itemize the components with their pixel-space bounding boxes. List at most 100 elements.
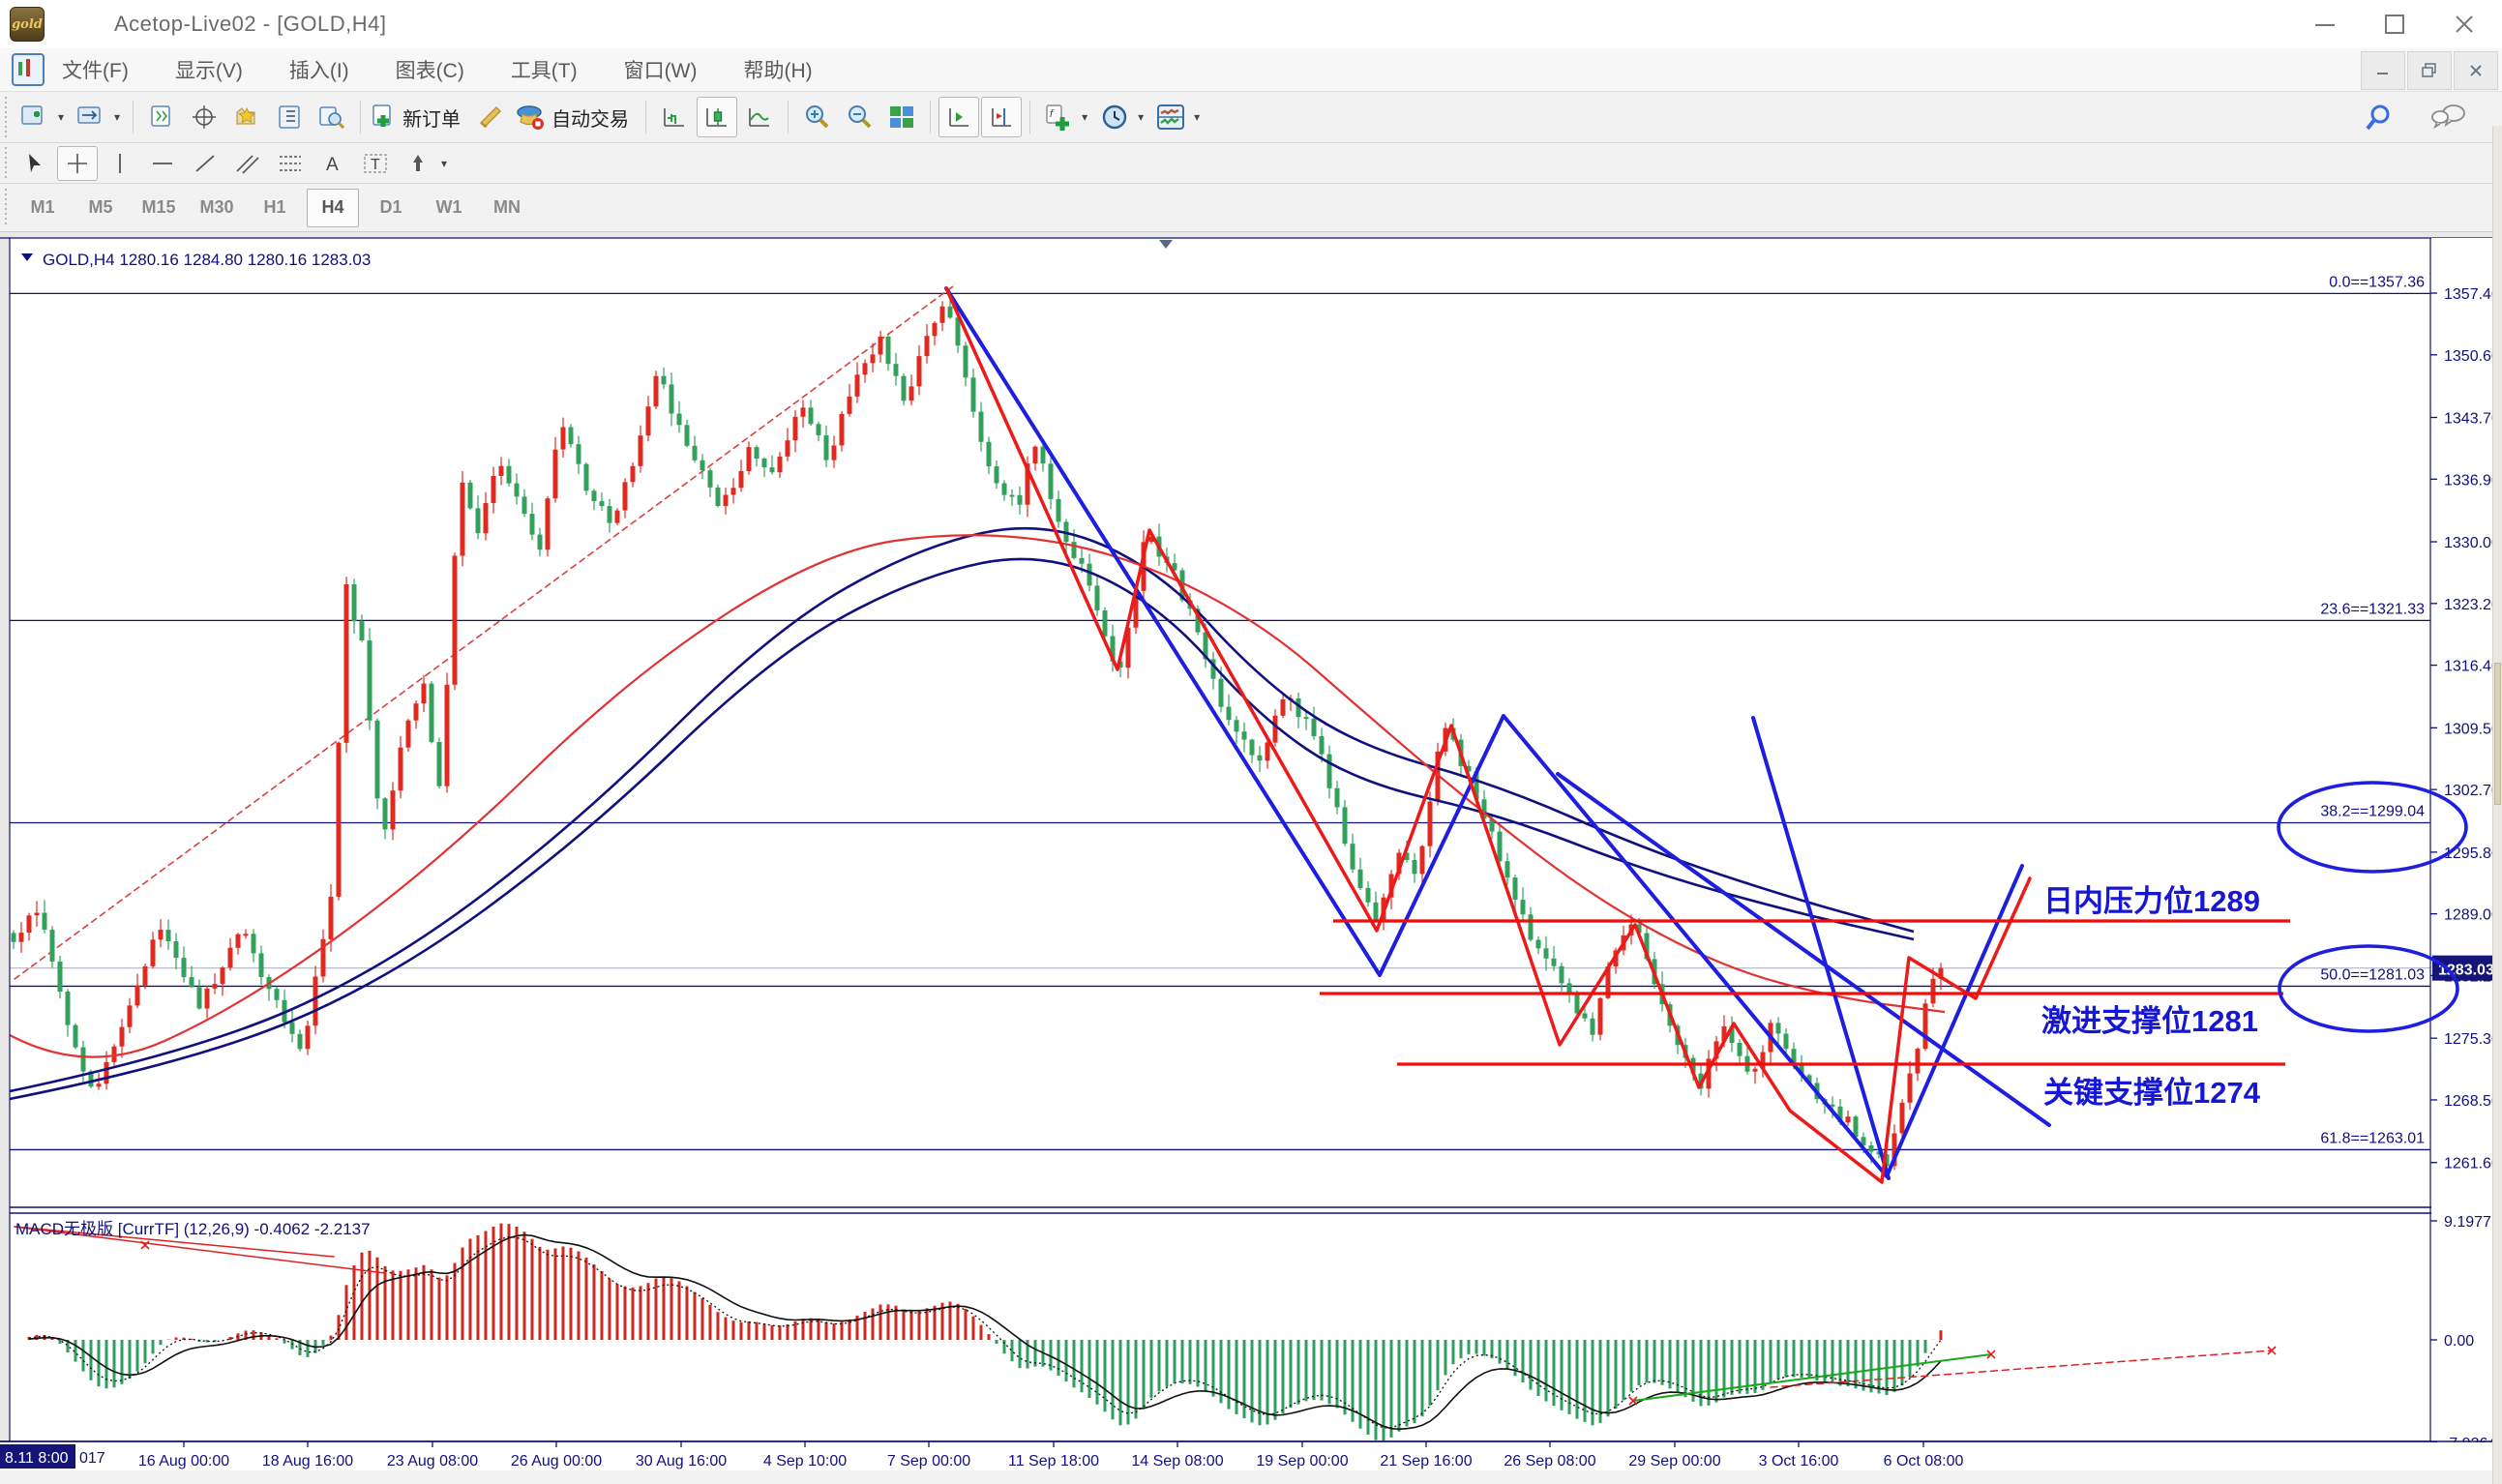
trendline-tool[interactable] bbox=[185, 146, 225, 181]
alerts-horn-icon[interactable] bbox=[471, 97, 512, 137]
window-minimize-button[interactable] bbox=[2312, 12, 2338, 37]
menu-item-window[interactable]: 窗口(W) bbox=[623, 60, 698, 82]
annotation-text[interactable]: 日内压力位1289 bbox=[2043, 884, 2260, 918]
crosshair-tool[interactable] bbox=[57, 145, 98, 181]
vertical-scrollbar-handle[interactable] bbox=[2494, 663, 2501, 805]
chart-shift-marker[interactable] bbox=[1159, 240, 1173, 249]
zoom-in-button[interactable] bbox=[796, 97, 837, 137]
chat-icon[interactable] bbox=[2428, 98, 2468, 138]
timeframe-button-mn[interactable]: MN bbox=[493, 197, 521, 217]
data-window-icon[interactable] bbox=[312, 97, 352, 137]
macd-red-trendline-1[interactable] bbox=[14, 1226, 386, 1274]
fibonacci-tool[interactable] bbox=[270, 146, 311, 181]
rising-dotted-trendline[interactable] bbox=[14, 285, 954, 980]
macd-indicator-label[interactable]: MACD无极版 [CurrTF] (12,26,9) -0.4062 -2.21… bbox=[15, 1220, 371, 1238]
timeframe-button-m30[interactable]: M30 bbox=[199, 197, 234, 217]
timeframe-button-w1[interactable]: W1 bbox=[435, 197, 462, 217]
new-chart-dropdown-caret[interactable]: ▾ bbox=[58, 110, 65, 124]
blue-channel-line[interactable] bbox=[1556, 772, 2051, 1127]
annotation-text[interactable]: 激进支撑位1281 bbox=[2041, 1004, 2258, 1038]
indicators-dropdown-caret[interactable]: ▾ bbox=[1082, 110, 1088, 124]
blue-wedge-line[interactable] bbox=[1751, 716, 1891, 1180]
new-order-button[interactable] bbox=[369, 97, 398, 137]
bar-chart-type-button[interactable] bbox=[654, 97, 695, 137]
highlight-ellipse[interactable] bbox=[2278, 944, 2459, 1033]
highlight-ellipse[interactable] bbox=[2277, 781, 2468, 874]
time-axis[interactable] bbox=[0, 1442, 2502, 1471]
mdi-restore-button[interactable] bbox=[2407, 51, 2452, 90]
profiles-dropdown-caret[interactable]: ▾ bbox=[114, 110, 121, 124]
timeframe-button-h1[interactable]: H1 bbox=[263, 197, 286, 217]
horizontal-line-tool[interactable] bbox=[142, 146, 183, 181]
drawing-toolbar-drag-handle[interactable] bbox=[2, 147, 10, 179]
fib-level-label[interactable]: 61.8==1263.01 bbox=[2320, 1130, 2425, 1146]
arrows-tool[interactable] bbox=[398, 146, 438, 181]
indicators-button[interactable]: f bbox=[1038, 97, 1079, 137]
timeframe-button-m15[interactable]: M15 bbox=[141, 197, 176, 217]
candle bbox=[754, 445, 760, 467]
mdi-minimize-button[interactable] bbox=[2361, 51, 2405, 90]
templates-dropdown-caret[interactable]: ▾ bbox=[1194, 110, 1201, 124]
text-tool[interactable]: A bbox=[313, 146, 353, 181]
autotrade-button[interactable] bbox=[514, 97, 547, 137]
periods-button[interactable] bbox=[1094, 97, 1135, 137]
ma-red[interactable] bbox=[9, 534, 1946, 1058]
timeframe-bar-drag-handle[interactable] bbox=[2, 188, 10, 227]
menu-item-help[interactable]: 帮助(H) bbox=[743, 60, 813, 82]
menu-item-tools[interactable]: 工具(T) bbox=[510, 60, 578, 82]
templates-button[interactable] bbox=[1150, 97, 1191, 137]
menu-item-view[interactable]: 显示(V) bbox=[174, 60, 243, 82]
candle bbox=[785, 428, 790, 461]
fib-level-label[interactable]: 23.6==1321.33 bbox=[2320, 601, 2425, 617]
zoom-out-button[interactable] bbox=[839, 97, 879, 137]
new-order-label[interactable]: 新订单 bbox=[402, 108, 462, 131]
menu-item-insert[interactable]: 插入(I) bbox=[288, 60, 349, 82]
mdi-close-button[interactable] bbox=[2454, 51, 2498, 90]
timeframe-button-d1[interactable]: D1 bbox=[379, 197, 402, 217]
window-close-button[interactable] bbox=[2452, 12, 2477, 37]
text-label-tool[interactable]: T bbox=[355, 146, 396, 181]
timeframe-button-h4[interactable]: H4 bbox=[307, 188, 359, 227]
chart-shift-page-button[interactable] bbox=[141, 97, 182, 137]
macd-green-trendline[interactable] bbox=[1632, 1353, 1992, 1402]
macd-red-dashed-trendline[interactable] bbox=[1770, 1350, 2273, 1388]
periods-dropdown-caret[interactable]: ▾ bbox=[1138, 110, 1145, 124]
candle bbox=[978, 401, 984, 452]
annotation-text[interactable]: 关键支撑位1274 bbox=[2043, 1076, 2261, 1110]
new-chart-button[interactable] bbox=[15, 97, 55, 137]
red-zigzag[interactable] bbox=[944, 286, 2032, 1184]
toolbar-drag-handle[interactable] bbox=[2, 97, 10, 137]
auto-scroll-button[interactable] bbox=[938, 97, 980, 137]
market-watch-icon[interactable] bbox=[269, 97, 310, 137]
profiles-button[interactable] bbox=[71, 97, 111, 137]
macd-red-trendline-2[interactable] bbox=[14, 1226, 335, 1258]
timeframe-button-m1[interactable]: M1 bbox=[30, 197, 55, 217]
autotrade-label[interactable]: 自动交易 bbox=[551, 108, 630, 131]
vertical-line-tool[interactable] bbox=[100, 146, 140, 181]
price-axis-panel[interactable] bbox=[2431, 238, 2502, 1484]
ma-navy-fast[interactable] bbox=[9, 526, 1915, 1093]
window-maximize-button[interactable] bbox=[2382, 12, 2407, 37]
blue-zigzag[interactable] bbox=[944, 286, 2024, 1178]
symbol-ohlc-line[interactable]: GOLD,H4 1280.16 1284.80 1280.16 1283.03 bbox=[43, 251, 371, 269]
channel-tool[interactable] bbox=[227, 146, 268, 181]
fib-level-label[interactable]: 0.0==1357.36 bbox=[2329, 274, 2425, 290]
ma-navy-slow[interactable] bbox=[9, 557, 1915, 1101]
crosshair-target-icon[interactable] bbox=[184, 97, 224, 137]
menu-item-charts[interactable]: 图表(C) bbox=[395, 60, 464, 82]
timeframe-button-m5[interactable]: M5 bbox=[88, 197, 113, 217]
favorites-star-icon[interactable] bbox=[226, 97, 267, 137]
chart-shift-button[interactable] bbox=[981, 97, 1023, 137]
candlestick-chart-type-button[interactable] bbox=[697, 97, 738, 137]
arrows-dropdown-caret[interactable]: ▾ bbox=[441, 156, 448, 170]
fib-level-label[interactable]: 50.0==1281.03 bbox=[2320, 966, 2425, 983]
tile-windows-button[interactable] bbox=[881, 97, 922, 137]
vertical-scrollbar[interactable] bbox=[2492, 126, 2502, 1484]
line-chart-type-button[interactable] bbox=[739, 97, 780, 137]
symbol-dropdown-icon[interactable] bbox=[21, 253, 33, 261]
cursor-tool[interactable] bbox=[15, 146, 55, 181]
menu-item-file[interactable]: 文件(F) bbox=[62, 60, 129, 82]
fib-level-label[interactable]: 38.2==1299.04 bbox=[2320, 803, 2425, 819]
search-icon[interactable] bbox=[2358, 98, 2398, 138]
